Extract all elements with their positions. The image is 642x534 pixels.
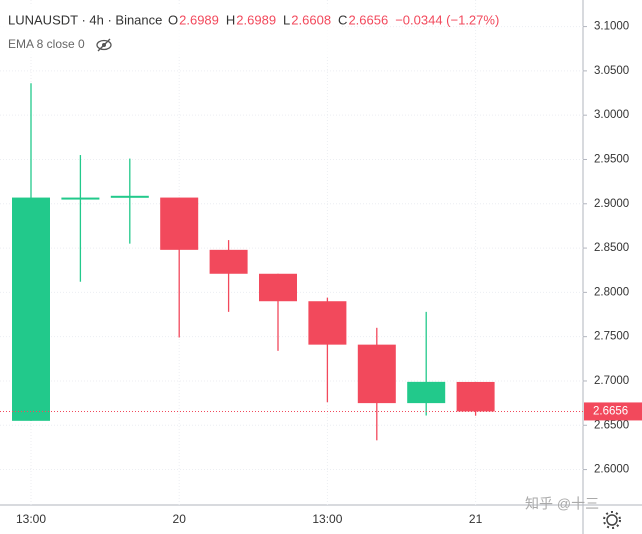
y-tick-label: 3.0500 [594, 65, 629, 77]
header-key: C [338, 12, 347, 27]
candle-body [357, 344, 396, 404]
x-tick-label: 13:00 [312, 512, 342, 526]
candle-body [456, 381, 495, 412]
header-key: L [283, 12, 290, 27]
candle-body [259, 273, 297, 302]
settings-icon[interactable] [603, 511, 621, 529]
y-tick-label: 2.8500 [594, 242, 629, 254]
header-key: H [226, 12, 235, 27]
candle-body [160, 197, 199, 250]
x-tick-label: 20 [173, 512, 187, 526]
y-tick-label: 2.8000 [594, 286, 629, 298]
watermark: 知乎 @十三 [525, 496, 599, 512]
eye-outline [96, 39, 112, 51]
candle-body [209, 249, 248, 274]
candle-body [110, 195, 149, 198]
candle-body [407, 381, 446, 404]
y-tick-label: 2.6000 [594, 464, 629, 476]
header-change: −0.0344 (−1.27%) [395, 12, 499, 27]
candle-body [61, 197, 100, 200]
y-tick-label: 2.7500 [594, 331, 629, 343]
gear-teeth [603, 511, 621, 529]
y-tick-label: 2.6500 [594, 419, 629, 431]
y-tick-label: 3.1000 [594, 21, 629, 33]
header-value: 2.6989 [236, 12, 276, 27]
eye-icon[interactable] [96, 38, 112, 52]
candle-body [308, 301, 347, 345]
header-value: 2.6656 [348, 12, 388, 27]
gear [606, 514, 618, 526]
y-tick-label: 3.0000 [594, 109, 629, 121]
last-price-label: 2.6656 [593, 405, 628, 417]
header-value: 2.6608 [291, 12, 331, 27]
y-tick-label: 2.9000 [594, 198, 629, 210]
indicator-label: EMA 8 close 0 [8, 37, 85, 51]
x-tick-label: 21 [469, 512, 483, 526]
chart-title: LUNAUSDT · 4h · Binance [8, 12, 162, 27]
x-tick-label: 13:00 [16, 512, 46, 526]
y-tick-label: 2.7000 [594, 375, 629, 387]
header-bg [0, 6, 340, 56]
last-price-box [584, 402, 642, 421]
header-value: 2.6989 [179, 12, 219, 27]
header-key: O [168, 12, 178, 27]
eye-slash [97, 38, 111, 52]
y-tick-label: 2.9500 [594, 154, 629, 166]
candle-body [12, 197, 50, 421]
header-fields: O 2.6989 H 2.6989 L 2.6608 C 2.6656 −0.0344 (−1.… [168, 12, 499, 27]
